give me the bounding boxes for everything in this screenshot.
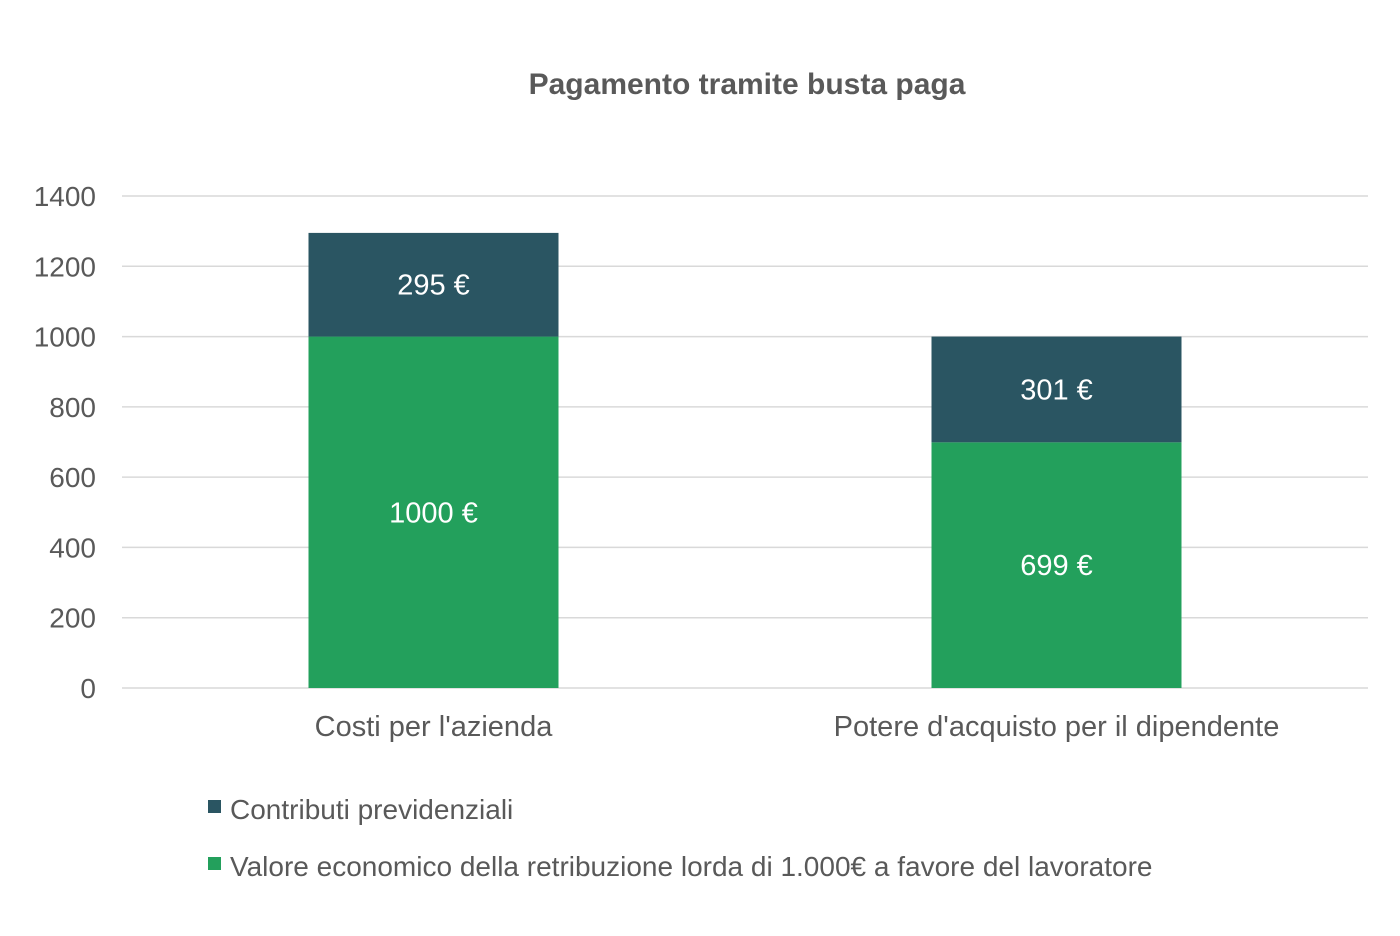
data-label-0-series-1: 295 € (397, 270, 470, 302)
bar-0-series-0 (308, 336, 559, 688)
legend-label-0: Valore economico della retribuzione lord… (230, 851, 1152, 882)
y-tick-label-0: 0 (80, 673, 96, 704)
legend-swatch-1 (208, 800, 221, 813)
y-tick-label-600: 600 (49, 462, 96, 493)
data-label-1-series-0: 699 € (1020, 550, 1093, 582)
category-labels: Costi per l'azienda Potere d'acquisto per… (315, 711, 1280, 743)
category-label-0: Costi per l'azienda (315, 711, 554, 743)
legend-swatch-0 (208, 857, 221, 870)
bar-1-series-0 (931, 442, 1182, 688)
y-axis-tick-labels: 0 200 400 600 800 1000 1200 1400 (34, 181, 96, 704)
y-tick-label-200: 200 (49, 603, 96, 634)
data-labels: 1000 € 295 € 699 € 301 € (389, 270, 1093, 582)
legend: Contributi previdenziali Valore economico… (208, 794, 1152, 882)
category-label-1: Potere d'acquisto per il dipendente (834, 711, 1280, 743)
y-tick-label-800: 800 (49, 392, 96, 423)
bar-1-series-1 (931, 336, 1182, 443)
y-tick-label-1200: 1200 (34, 251, 96, 282)
y-tick-label-1400: 1400 (34, 181, 96, 212)
y-tick-label-400: 400 (49, 532, 96, 563)
bars (308, 232, 1182, 688)
y-tick-label-1000: 1000 (34, 322, 96, 353)
chart-title: Pagamento tramite busta paga (529, 68, 966, 101)
bar-0-series-1 (308, 232, 559, 337)
data-label-1-series-1: 301 € (1020, 374, 1093, 406)
data-label-0-series-0: 1000 € (389, 497, 478, 529)
legend-label-1: Contributi previdenziali (230, 794, 513, 825)
